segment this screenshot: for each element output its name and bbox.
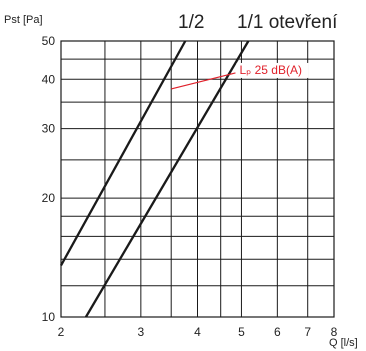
x-tick-label: 7 [304,325,311,339]
x-tick-label: 2 [58,325,65,339]
x-tick-label: 6 [274,325,281,339]
series-header-half: 1/2 [178,12,204,33]
x-tick-label: 4 [194,325,201,339]
annotation-label: Lₚ 25 dB(A) [239,63,302,77]
curves [59,40,250,318]
series-line-half [59,40,187,267]
y-tick-label: 10 [42,310,56,324]
x-axis-label: Q [l/s] [329,337,358,349]
y-axis-label: Pst [Pa] [4,14,43,26]
y-tick-label: 20 [42,191,56,205]
series-line-full [84,40,250,318]
annotation-group: Lₚ 25 dB(A) [171,62,309,90]
y-tick-label: 50 [42,34,56,48]
tick-labels: 2 3 4 5 6 7 8 10 20 30 40 50 [42,34,338,339]
series-header-full: 1/1 otevření [237,12,338,33]
annotation-leader-line [171,72,236,90]
plot-frame [60,40,335,318]
x-tick-label: 5 [238,325,245,339]
annotation-background [236,62,309,78]
y-tick-label: 30 [42,122,56,136]
x-tick-label: 3 [138,325,145,339]
x-tick-label: 8 [331,325,338,339]
y-tick-label: 40 [42,72,56,86]
